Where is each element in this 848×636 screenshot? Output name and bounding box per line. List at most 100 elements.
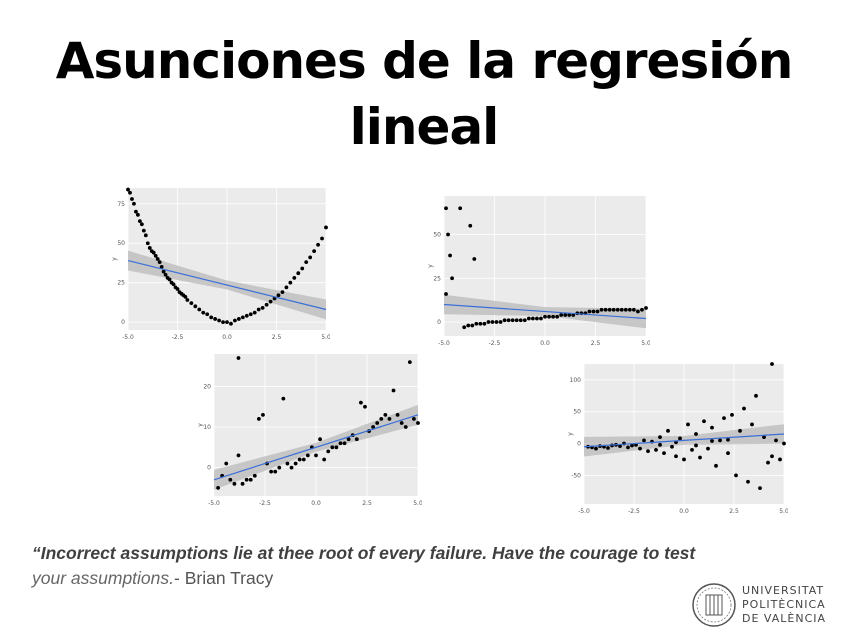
x-tick-label: 0.0	[311, 500, 321, 507]
data-point	[197, 307, 202, 312]
plot-linear: -5.0 -2.5 0.0 2.5 5.0 0 10 20 y	[196, 350, 422, 512]
data-point	[631, 307, 636, 312]
data-point	[185, 298, 190, 302]
data-point	[221, 320, 225, 325]
data-point	[474, 321, 479, 326]
y-tick-label: 0	[207, 465, 211, 472]
y-axis-label: y	[111, 257, 118, 261]
data-point	[145, 241, 150, 246]
data-point	[448, 253, 452, 258]
data-point	[305, 453, 310, 458]
data-point	[284, 285, 289, 290]
data-point	[371, 425, 376, 429]
data-point	[494, 320, 499, 324]
data-point	[530, 316, 535, 321]
data-point	[774, 438, 778, 443]
data-point	[322, 457, 327, 462]
data-point	[472, 257, 477, 261]
data-point	[236, 356, 241, 360]
data-point	[201, 310, 206, 315]
data-point	[252, 310, 257, 315]
data-point	[217, 318, 221, 323]
x-tick-label: 0.0	[540, 340, 550, 347]
data-point	[216, 485, 220, 490]
data-point	[726, 437, 730, 442]
data-point	[163, 272, 168, 277]
data-point	[662, 451, 666, 455]
data-point	[482, 321, 487, 326]
data-point	[209, 315, 214, 320]
x-tick-label: 2.5	[591, 340, 601, 347]
data-point	[130, 197, 134, 201]
data-point	[658, 442, 662, 447]
data-point	[750, 422, 754, 427]
data-point	[758, 486, 762, 490]
data-point	[232, 481, 237, 486]
data-point	[762, 435, 766, 440]
plot-quadratic: -5.0 -2.5 0.0 2.5 5.0 0 25 50 75 y	[110, 184, 330, 346]
data-point	[147, 246, 152, 250]
data-point	[630, 443, 634, 448]
data-point	[318, 437, 322, 442]
data-point	[599, 307, 604, 312]
data-point	[155, 257, 160, 261]
y-tick-label: 75	[117, 201, 125, 208]
data-point	[567, 313, 572, 317]
data-point	[444, 292, 448, 296]
data-point	[264, 302, 269, 307]
data-point	[412, 417, 416, 421]
data-point	[702, 419, 706, 424]
data-point	[330, 445, 335, 450]
data-point	[269, 469, 274, 474]
data-point	[225, 320, 229, 325]
data-point	[714, 463, 718, 468]
y-tick-label: 0	[437, 319, 441, 326]
data-point	[623, 307, 628, 312]
data-point	[595, 309, 600, 314]
data-point	[782, 441, 786, 446]
y-axis-label: y	[567, 432, 574, 436]
data-point	[698, 455, 702, 460]
data-point	[167, 277, 172, 282]
data-point	[281, 396, 286, 401]
data-point	[236, 317, 241, 321]
data-point	[399, 421, 404, 425]
data-point	[136, 212, 140, 217]
data-point	[754, 393, 758, 398]
data-point	[644, 306, 648, 310]
data-point	[248, 477, 253, 482]
plot-outliers-svg: -5.0 -2.5 0.0 2.5 5.0 0 25 50 y	[427, 196, 650, 347]
data-point	[244, 477, 249, 482]
x-tick-label: 5.0	[413, 500, 422, 507]
fit-line	[443, 303, 647, 320]
data-point	[468, 223, 473, 228]
data-point	[619, 307, 624, 312]
data-point	[297, 457, 302, 462]
data-point	[627, 307, 632, 312]
data-point	[228, 477, 233, 482]
data-point	[543, 314, 547, 319]
data-point	[466, 323, 471, 328]
y-axis-label: y	[197, 423, 204, 427]
data-point	[450, 276, 454, 281]
data-point	[738, 428, 742, 433]
data-point	[301, 457, 306, 462]
data-point	[151, 250, 156, 255]
quote: “Incorrect assumptions lie at thee root …	[32, 541, 812, 591]
data-point	[300, 266, 305, 271]
data-point	[734, 473, 738, 478]
data-point	[510, 318, 515, 323]
y-tick-label: 0	[121, 319, 125, 326]
x-tick-label: 2.5	[272, 334, 282, 341]
data-point	[563, 313, 568, 317]
data-point	[615, 307, 620, 312]
data-point	[260, 306, 265, 310]
data-point	[444, 206, 448, 211]
x-tick-label: -5.0	[208, 500, 220, 507]
data-point	[555, 314, 560, 319]
data-point	[682, 457, 686, 462]
y-tick-label: 0	[577, 441, 581, 448]
x-tick-label: -5.0	[122, 334, 134, 341]
data-point	[594, 446, 598, 451]
data-point	[766, 460, 770, 465]
